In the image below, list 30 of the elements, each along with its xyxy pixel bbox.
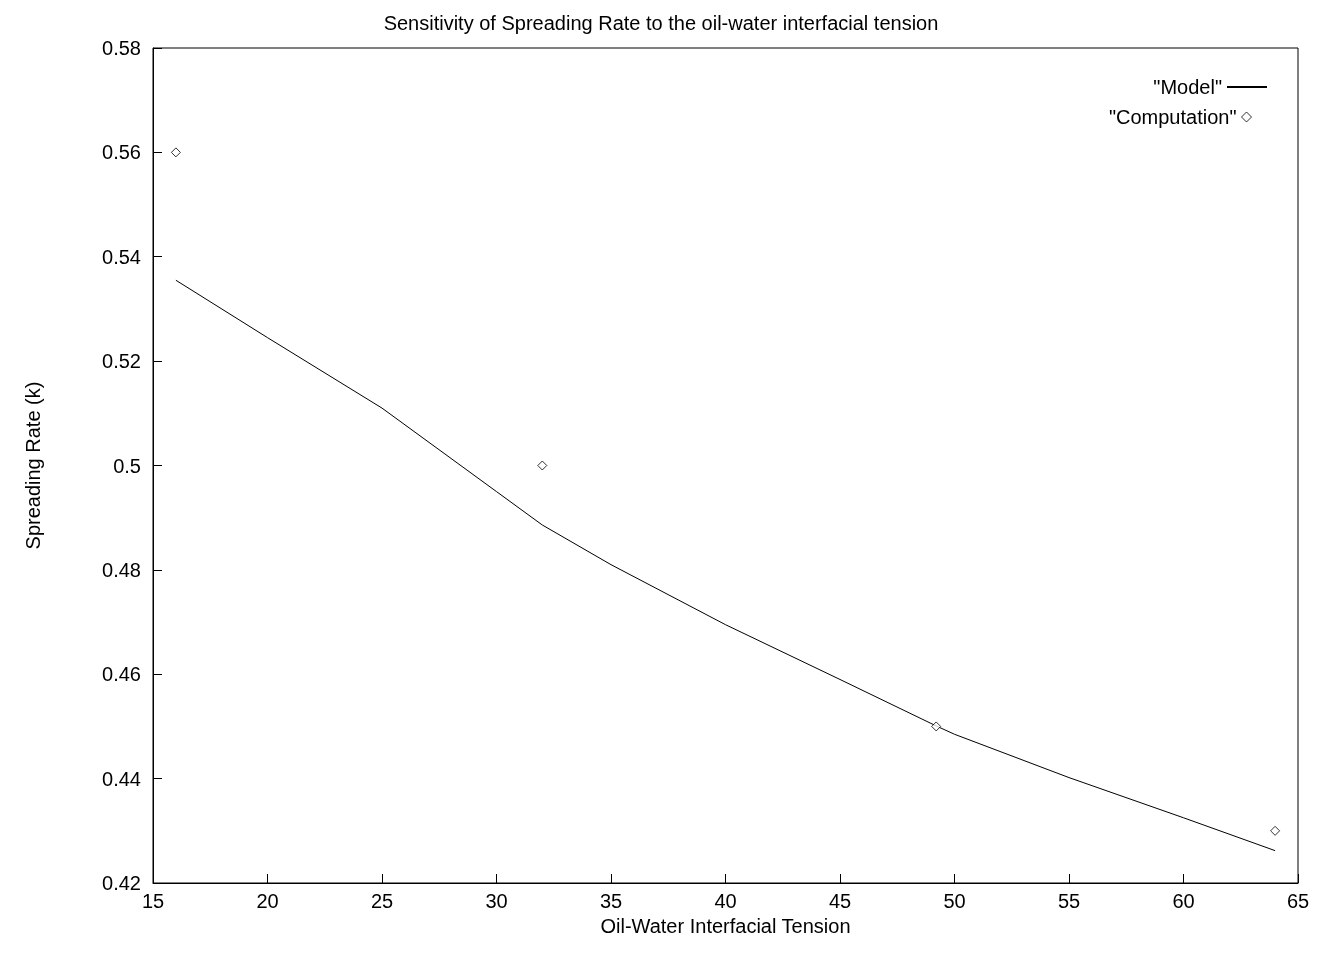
x-tick-label: 60	[1172, 890, 1195, 912]
x-tick-label: 25	[370, 890, 394, 912]
x-tick-label: 50	[943, 890, 966, 912]
x-tick-label: 65	[1286, 890, 1310, 912]
y-tick-label: 0.48	[102, 558, 141, 581]
x-tick-label: 20	[256, 890, 279, 912]
point	[931, 721, 942, 732]
x-tick-label: 35	[599, 890, 623, 912]
y-tick-label: 0.54	[102, 245, 141, 268]
x-tick-label: 40	[714, 890, 737, 912]
y-tick-label: 0.42	[102, 872, 141, 894]
point	[537, 460, 548, 471]
line-series	[175, 279, 1276, 852]
point	[170, 147, 181, 158]
x-tick-label: 15	[141, 890, 165, 912]
x-tick-label: 45	[828, 890, 852, 912]
y-axis-title: Spreading Rate (k)	[22, 381, 44, 550]
x-axis-title: Oil-Water Interfacial Tension	[600, 914, 851, 937]
y-tick-label: 0.5	[113, 454, 141, 477]
point	[1270, 825, 1281, 836]
legend-label: "Computation"	[1108, 106, 1237, 128]
legend-label: "Model"	[1153, 76, 1222, 98]
y-tick-label: 0.46	[102, 663, 141, 686]
y-tick-label: 0.56	[102, 141, 141, 164]
y-tick-label: 0.52	[102, 350, 141, 373]
chart-title: Sensitivity of Spreading Rate to the oil-water interfacial tension	[383, 12, 939, 34]
x-tick-label: 55	[1057, 890, 1081, 912]
y-tick-label: 0.44	[102, 767, 141, 790]
y-tick-label: 0.58	[102, 37, 141, 59]
x-tick-label: 30	[485, 890, 508, 912]
